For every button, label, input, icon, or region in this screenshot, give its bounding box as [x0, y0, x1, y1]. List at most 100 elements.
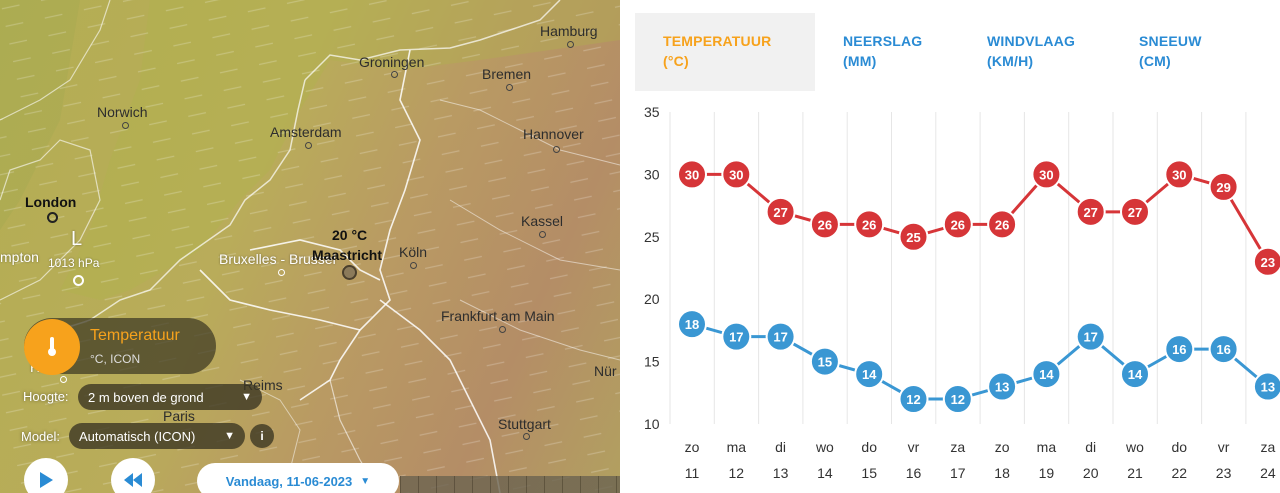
tab-precipitation[interactable]: NEERSLAG (MM) — [815, 13, 959, 91]
x-tick-date: 13 — [773, 465, 789, 481]
x-tick-date: 19 — [1039, 465, 1055, 481]
city-frankfurt: Frankfurt am Main — [441, 308, 555, 324]
city-marker-icon — [391, 71, 398, 78]
marker-city: Maastricht — [312, 247, 383, 263]
data-label: 13 — [1261, 380, 1275, 395]
data-point — [765, 321, 796, 352]
data-label: 17 — [1083, 330, 1097, 345]
chevron-down-icon: ▼ — [360, 475, 371, 487]
city-marker-icon — [506, 84, 513, 91]
data-point — [677, 309, 707, 340]
location-pin-icon[interactable] — [342, 265, 357, 280]
data-label: 30 — [685, 167, 699, 182]
data-label: 27 — [1128, 205, 1142, 220]
data-label: 12 — [906, 392, 920, 407]
height-select[interactable]: 2 m boven de grond ▼ — [78, 384, 262, 410]
data-point — [1120, 196, 1150, 227]
data-label: 16 — [1216, 342, 1230, 357]
city-nurnberg: Nür — [594, 363, 617, 379]
data-label: 23 — [1261, 255, 1275, 270]
city-norwich: Norwich — [97, 104, 148, 120]
play-button[interactable] — [24, 458, 68, 493]
rewind-button[interactable] — [111, 458, 155, 493]
data-point — [1164, 159, 1195, 190]
city-marker-icon — [410, 262, 417, 269]
city-marker-icon — [523, 433, 530, 440]
height-value: 2 m boven de grond — [88, 389, 204, 405]
play-icon — [40, 472, 53, 488]
x-tick-day: zo — [685, 439, 700, 455]
data-point — [809, 346, 840, 377]
layer-title: Temperatuur — [90, 327, 180, 344]
data-point — [809, 209, 840, 240]
x-tick-day: di — [775, 439, 786, 455]
data-point — [987, 209, 1018, 240]
pressure-center-icon — [73, 275, 84, 286]
data-point — [1208, 334, 1239, 365]
info-button[interactable]: i — [250, 424, 274, 448]
city-london: London — [25, 194, 77, 210]
x-tick-day: za — [950, 439, 965, 455]
x-tick-date: 23 — [1216, 465, 1232, 481]
timeline-scrubber[interactable] — [400, 476, 620, 493]
data-point — [1075, 321, 1106, 352]
data-point — [765, 196, 796, 227]
data-point — [1075, 196, 1106, 227]
x-tick-day: ma — [727, 439, 747, 455]
y-tick-label: 25 — [644, 229, 660, 245]
city-marker-icon — [122, 122, 129, 129]
y-tick-label: 10 — [644, 416, 660, 432]
city-marker-icon — [539, 231, 546, 238]
data-label: 18 — [685, 317, 699, 332]
y-tick-label: 35 — [644, 104, 660, 120]
city-koln: Köln — [399, 244, 428, 260]
data-label: 14 — [862, 367, 877, 382]
date-select[interactable]: Vandaag, 11-06-2023 ▼ — [197, 463, 399, 493]
pressure-value: 1013 hPa — [48, 256, 100, 270]
tab-label: TEMPERATUUR — [663, 33, 772, 49]
tab-temperature[interactable]: TEMPERATUUR (°C) — [635, 13, 815, 91]
data-point — [1208, 171, 1239, 202]
marker-temperature: 20 °C — [332, 227, 368, 243]
tab-unit: (°C) — [663, 53, 689, 69]
x-tick-day: vr — [1218, 439, 1230, 455]
thermometer-icon[interactable] — [24, 319, 80, 375]
data-point — [854, 209, 885, 240]
data-point — [854, 359, 885, 390]
weather-map[interactable]: Hamburg Groningen Bremen Norwich Amsterd… — [0, 0, 620, 493]
x-tick-day: za — [1261, 439, 1276, 455]
city-hamburg: Hamburg — [540, 23, 598, 39]
data-label: 30 — [1172, 167, 1186, 182]
data-point — [942, 209, 973, 240]
x-tick-date: 20 — [1083, 465, 1099, 481]
tab-wind-gust[interactable]: WINDVLAAG (KM/H) — [959, 13, 1111, 91]
chevron-down-icon: ▼ — [241, 391, 252, 403]
city-bremen: Bremen — [482, 66, 532, 82]
city-hannover: Hannover — [523, 126, 584, 142]
model-value: Automatisch (ICON) — [79, 428, 196, 444]
data-label: 27 — [773, 205, 787, 220]
data-point — [898, 384, 929, 415]
data-point — [898, 221, 929, 252]
model-select[interactable]: Automatisch (ICON) ▼ — [69, 423, 245, 449]
pressure-letter: L — [71, 228, 83, 250]
map-borders — [0, 0, 620, 493]
y-tick-label: 15 — [644, 354, 660, 370]
data-point — [677, 159, 707, 190]
x-tick-date: 18 — [994, 465, 1010, 481]
data-label: 30 — [729, 167, 743, 182]
data-point — [1252, 371, 1280, 402]
x-tick-day: vr — [908, 439, 920, 455]
data-label: 15 — [818, 355, 832, 370]
temperature-chart: 10 15 20 25 30 35 zo 11 ma 12 di 13 wo 14 do 15 vr 16 za 17… — [644, 104, 1280, 481]
x-tick-day: do — [1172, 439, 1188, 455]
city-marker-icon — [47, 212, 58, 223]
tab-label: WINDVLAAG — [987, 33, 1076, 49]
rewind-icon — [124, 473, 142, 487]
forecast-panel: TEMPERATUUR (°C) NEERSLAG (MM) WINDVLAAG… — [620, 0, 1280, 493]
tab-snow[interactable]: SNEEUW (CM) — [1111, 13, 1243, 91]
x-tick-day: wo — [815, 439, 834, 455]
city-marker-icon — [553, 146, 560, 153]
x-tick-date: 22 — [1172, 465, 1188, 481]
data-label: 30 — [1039, 167, 1053, 182]
